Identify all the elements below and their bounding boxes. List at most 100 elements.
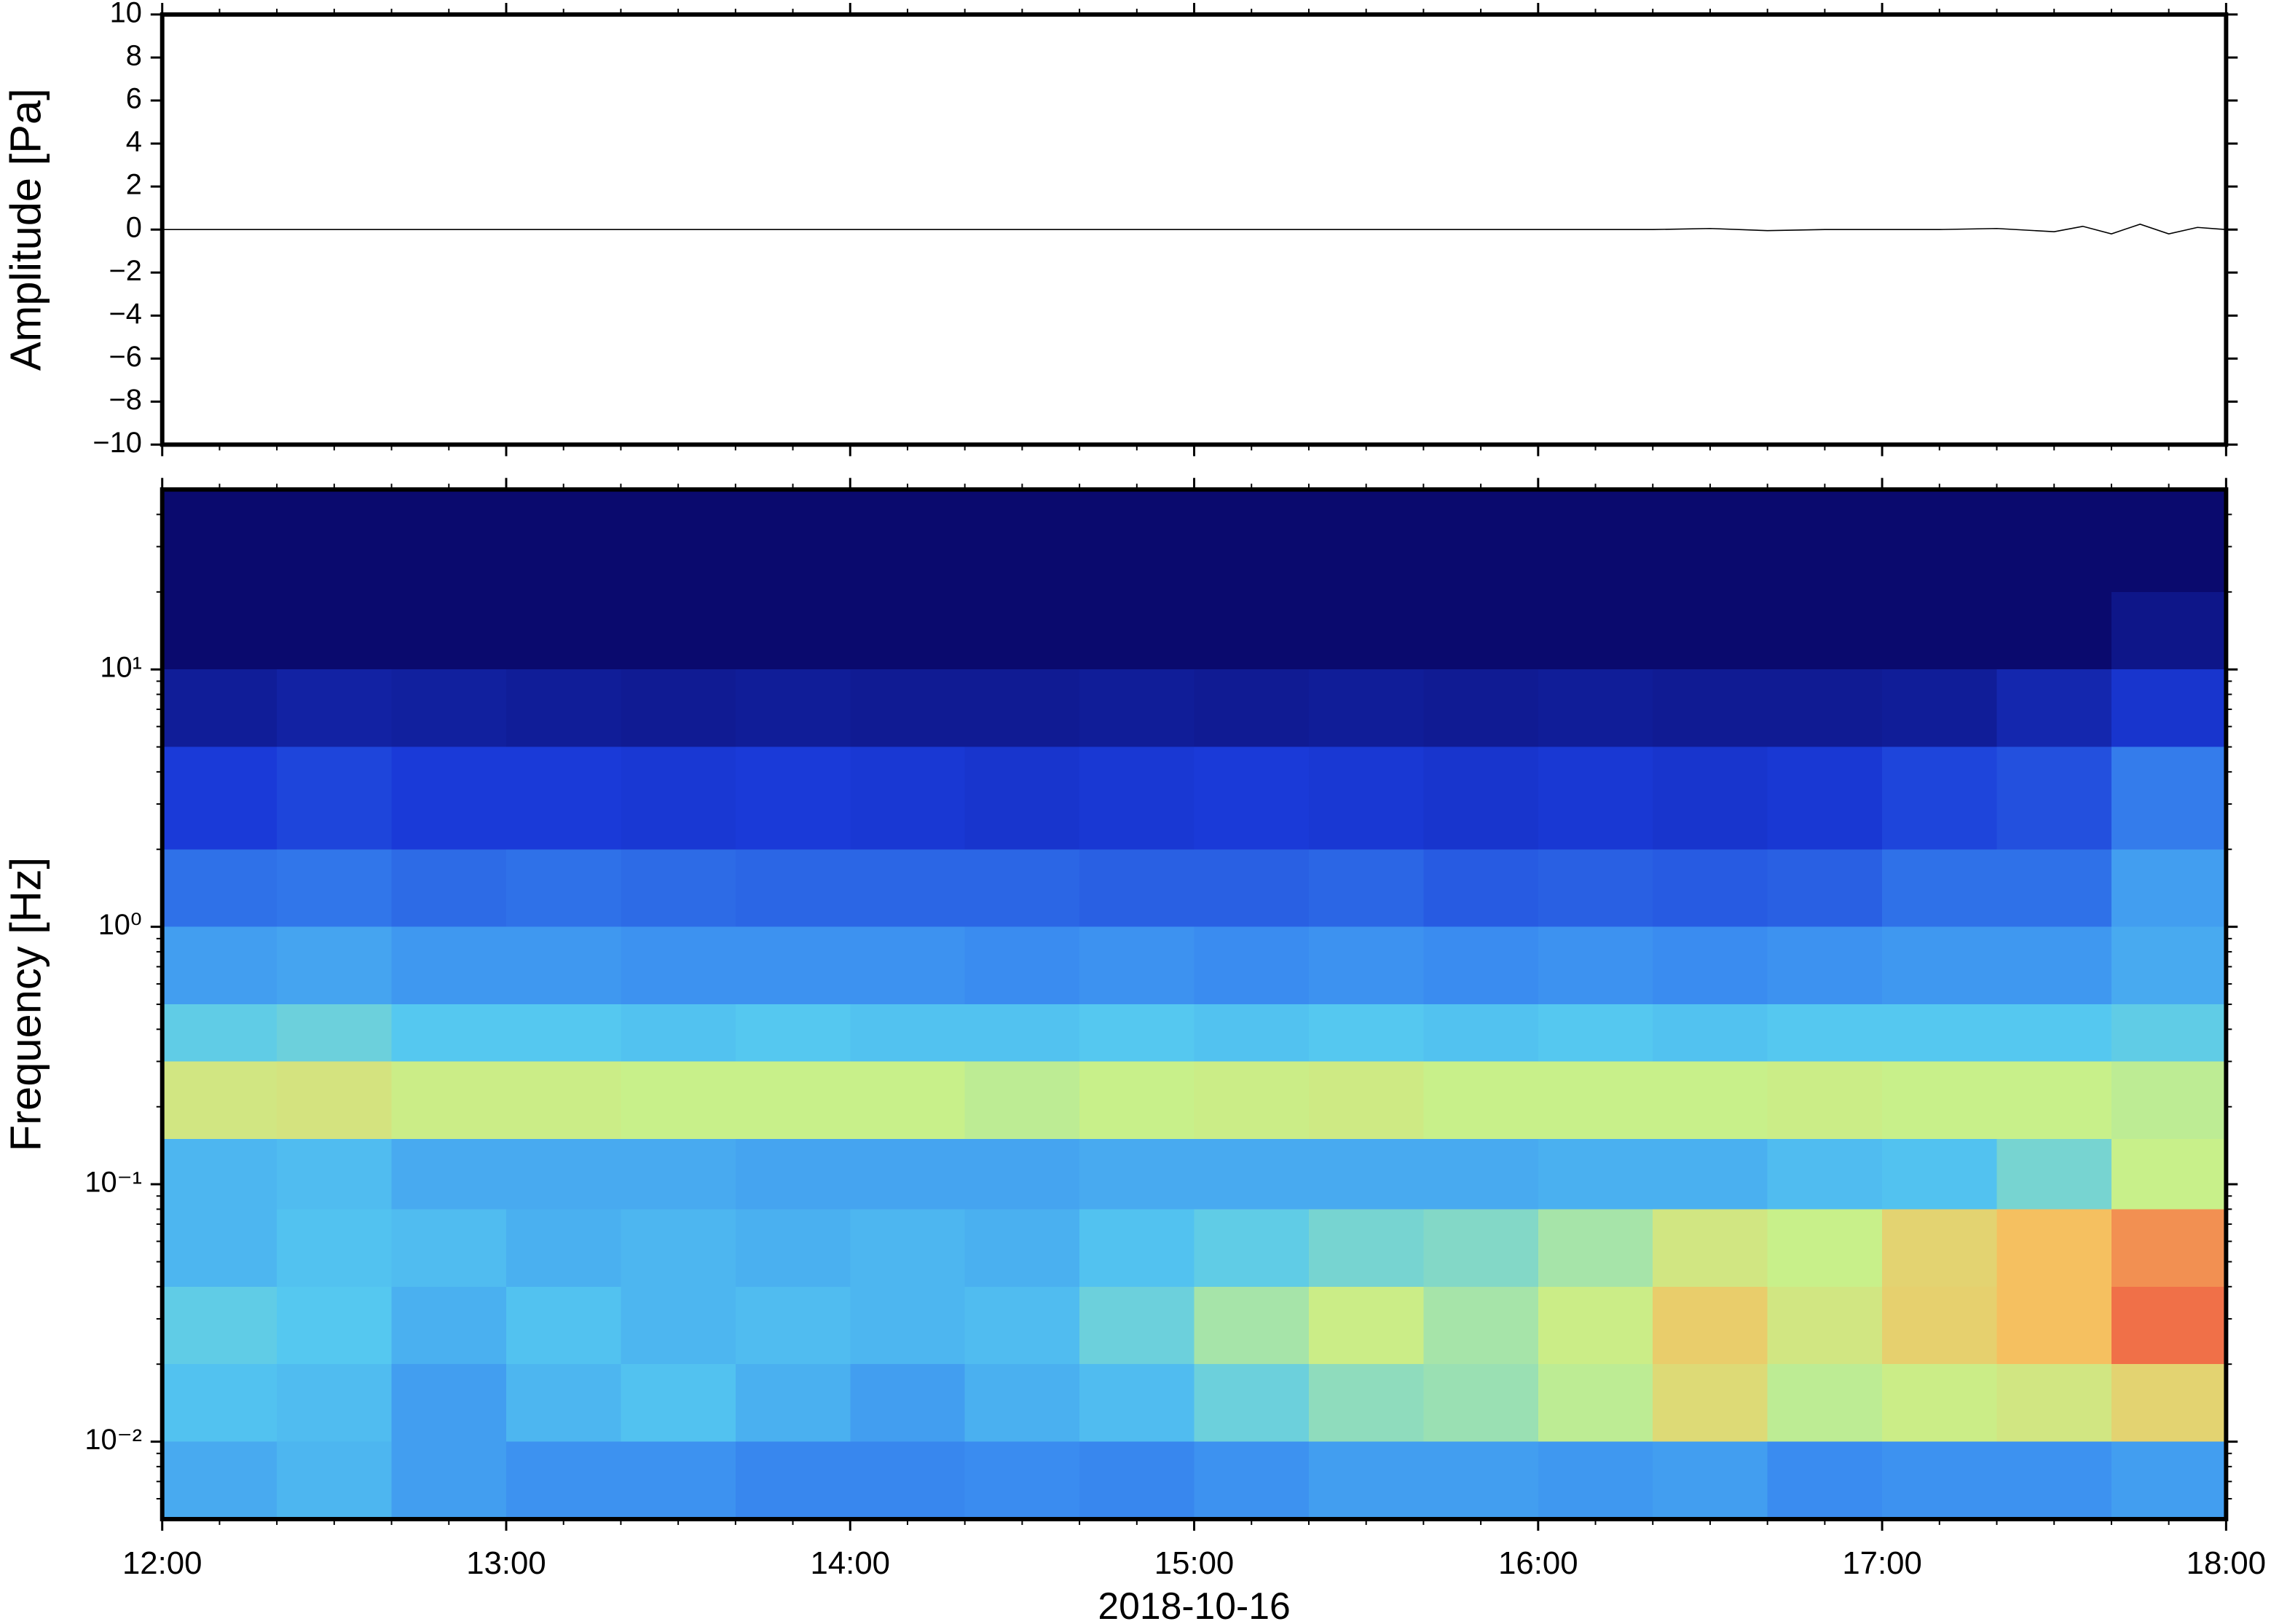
spectrogram-cell	[964, 1061, 1080, 1140]
spectrogram-cell	[964, 746, 1080, 851]
spectrogram-cell	[1882, 746, 1998, 851]
spectrogram-cell	[1423, 849, 1539, 928]
spectrogram-cell	[2111, 849, 2227, 928]
spectrogram-cell	[1653, 489, 1768, 593]
spectrogram-cell	[391, 849, 507, 928]
spectrogram-cell	[850, 849, 966, 928]
spectrogram-cell	[1308, 669, 1425, 748]
spectrogram-cell	[277, 489, 393, 593]
spectrogram-cell	[1538, 489, 1654, 593]
spectrogram-cell	[964, 849, 1080, 928]
spectrogram-cell	[1079, 1138, 1195, 1210]
spectrogram-cell	[505, 1004, 622, 1063]
spectrogram-cell	[505, 746, 622, 851]
spectrogram-cell	[391, 1138, 507, 1210]
spectrogram-cell	[162, 1061, 278, 1140]
waveform	[162, 224, 2227, 234]
spectrogram-cell	[277, 669, 393, 748]
spectrogram-cell	[1538, 1286, 1654, 1365]
spectrogram-cell	[2111, 591, 2227, 671]
spectrogram-cell	[735, 926, 851, 1005]
spectrogram-cell	[2111, 1209, 2227, 1288]
spectrogram-cell	[1308, 1138, 1425, 1210]
spectrogram-cell	[2111, 489, 2227, 593]
spectrogram-cell	[964, 1004, 1080, 1063]
spectrogram-cell	[850, 1286, 966, 1365]
x-tick-label: 15:00	[1154, 1545, 1234, 1581]
x-tick-label: 17:00	[1842, 1545, 1921, 1581]
spectrogram-cell	[621, 849, 736, 928]
spectrogram-cell	[1079, 1209, 1195, 1288]
spectrogram-cell	[505, 669, 622, 748]
spectrogram-cell	[735, 1364, 851, 1443]
spectrogram-cell	[2111, 1138, 2227, 1210]
spectrogram-cell	[735, 1441, 851, 1520]
spectrogram-cell	[277, 1138, 393, 1210]
spectrogram-cell	[1308, 1286, 1425, 1365]
spectrogram-cell	[277, 1061, 393, 1140]
spectrogram-cell	[1423, 926, 1539, 1005]
spectrogram-cell	[1996, 746, 2112, 851]
y-tick-label: 10⁰	[98, 909, 142, 941]
spectrogram-cell	[621, 1441, 736, 1520]
spectrogram-cell	[1653, 1061, 1768, 1140]
spectrogram-cell	[1882, 1364, 1998, 1443]
spectrogram-cell	[1882, 669, 1998, 748]
spectrogram-cell	[735, 1286, 851, 1365]
spectrogram-cell	[277, 1004, 393, 1063]
y-tick-label: −10	[93, 427, 141, 459]
spectrogram-cell	[735, 1061, 851, 1140]
spectrogram-cell	[1653, 1441, 1768, 1520]
spectrogram-cell	[162, 591, 278, 671]
spectrogram-cell	[964, 1138, 1080, 1210]
spectrogram-cell	[505, 1209, 622, 1288]
spectrogram-cell	[1194, 591, 1310, 671]
spectrogram-cell	[1767, 1209, 1883, 1288]
spectrogram-cell	[850, 1364, 966, 1443]
spectrogram-cell	[1653, 1209, 1768, 1288]
spectrogram-cell	[505, 591, 622, 671]
spectrogram-cell	[1653, 746, 1768, 851]
y-tick-label: 8	[126, 39, 142, 71]
spectrogram-cell	[1653, 1286, 1768, 1365]
spectrogram-cell	[850, 591, 966, 671]
spectrogram-cell	[1194, 1138, 1310, 1210]
spectrogram-cell	[1538, 1441, 1654, 1520]
spectrogram-cell	[850, 489, 966, 593]
y-tick-label: −4	[109, 298, 142, 330]
spectrogram-cell	[1538, 1209, 1654, 1288]
spectrogram-cell	[277, 926, 393, 1005]
spectrogram-cell	[964, 1286, 1080, 1365]
spectrogram-cell	[964, 669, 1080, 748]
spectrogram-cell	[1653, 1004, 1768, 1063]
x-tick-label: 16:00	[1498, 1545, 1578, 1581]
x-tick-label: 13:00	[466, 1545, 546, 1581]
spectrogram-cell	[1079, 1004, 1195, 1063]
spectrogram-cell	[277, 1364, 393, 1443]
spectrogram-cell	[391, 926, 507, 1005]
spectrogram-cell	[1079, 746, 1195, 851]
spectrogram-cell	[162, 669, 278, 748]
spectrogram-cell	[391, 1209, 507, 1288]
y-tick-label: −8	[109, 384, 142, 416]
y-tick-label: 10⁻¹	[84, 1167, 141, 1199]
spectrogram-cell	[2111, 926, 2227, 1005]
spectrogram-cell	[1308, 1004, 1425, 1063]
spectrogram-cell	[1079, 1286, 1195, 1365]
spectrogram-cell	[391, 489, 507, 593]
spectrogram-cell	[1308, 489, 1425, 593]
spectrogram-cell	[735, 849, 851, 928]
spectrogram-cell	[621, 1004, 736, 1063]
spectrogram-cell	[1308, 1061, 1425, 1140]
spectrogram-cell	[391, 746, 507, 851]
spectrogram-cell	[1423, 1138, 1539, 1210]
spectrogram-cell	[277, 1286, 393, 1365]
spectrogram-cell	[1538, 1004, 1654, 1063]
spectrogram-cell	[621, 489, 736, 593]
spectrogram-cell	[735, 1209, 851, 1288]
spectrogram-cell	[1882, 489, 1998, 593]
spectrogram-cell	[1996, 591, 2112, 671]
spectrogram-cell	[1882, 591, 1998, 671]
spectrogram-cell	[850, 926, 966, 1005]
